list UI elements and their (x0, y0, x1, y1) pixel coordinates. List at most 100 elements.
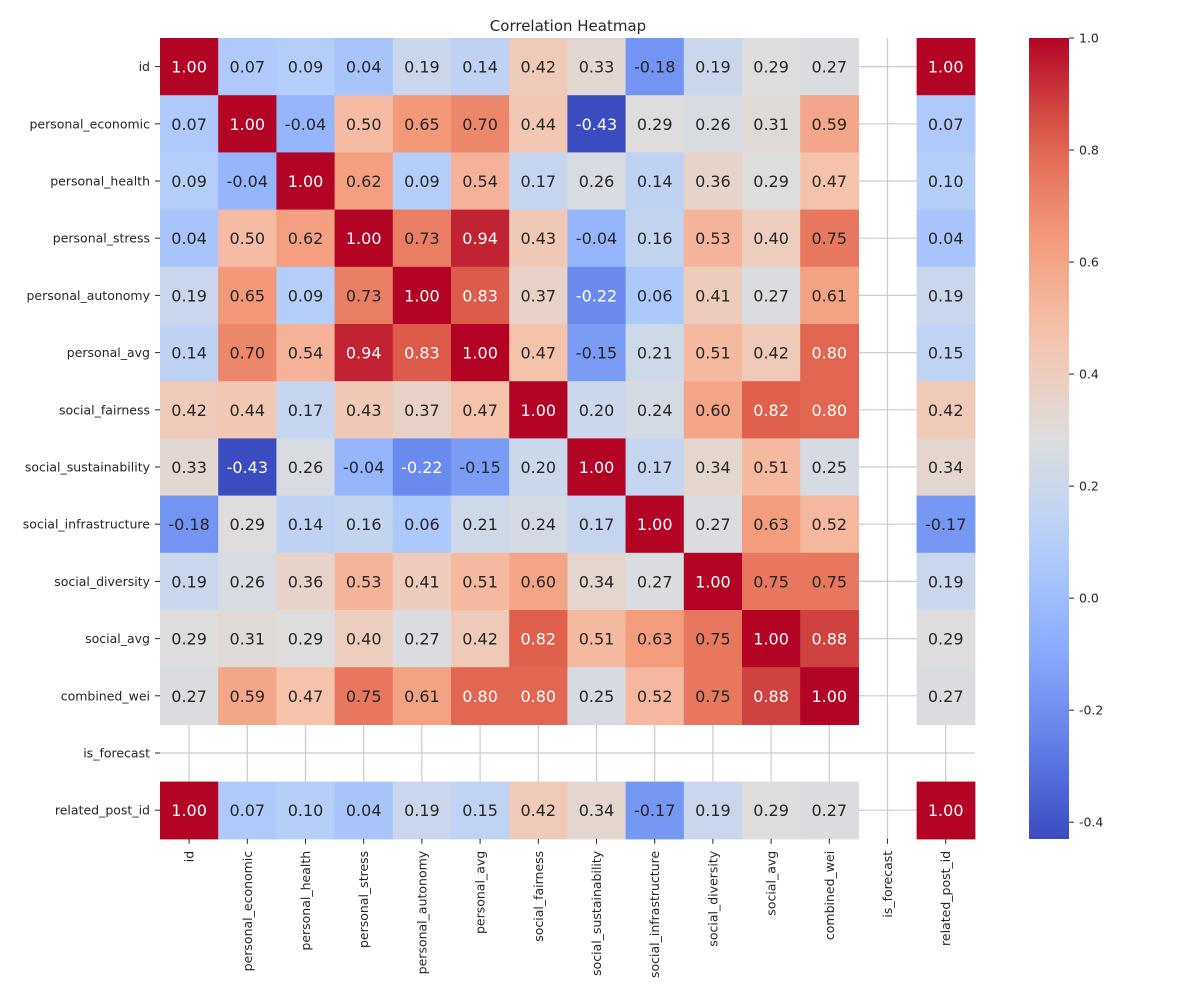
cell-value-label: 0.17 (637, 458, 673, 477)
cell-value-label: 1.00 (695, 572, 731, 591)
cell-value-label: 0.14 (288, 515, 324, 534)
cell-value-label: 0.70 (462, 115, 498, 134)
cell-value-label: 0.59 (811, 115, 847, 134)
cell-value-label: -0.04 (227, 172, 268, 191)
heatmap-cell (742, 209, 801, 268)
heatmap-cell (683, 324, 743, 382)
colorbar-tick-label: -0.2 (1079, 703, 1103, 718)
cell-value-label: 0.51 (695, 344, 731, 363)
cell-value-label: 0.27 (637, 572, 673, 591)
heatmap-cell (276, 324, 336, 382)
cell-value-label: 0.15 (462, 801, 498, 820)
cell-value-label: 0.06 (404, 515, 440, 534)
heatmap-cell (509, 324, 568, 382)
heatmap-cell (218, 38, 277, 96)
x-axis-labels: id personal_economic personal_health person… (182, 838, 953, 978)
heatmap-cell (509, 667, 568, 725)
heatmap-cell (160, 209, 219, 268)
heatmap-cell (625, 95, 685, 153)
heatmap-cell (334, 381, 394, 439)
cell-value-label: 0.61 (404, 687, 440, 706)
cell-value-label: 1.00 (811, 687, 847, 706)
heatmap-cell (509, 495, 568, 554)
x-tick-label: combined_wei (822, 851, 837, 940)
cell-value-label: 0.80 (520, 687, 556, 706)
heatmap-cell (392, 610, 452, 668)
heatmap-cell (916, 381, 976, 439)
cell-value-label: 0.41 (404, 572, 440, 591)
cell-value-label: 0.04 (928, 229, 964, 248)
heatmap-cell (509, 152, 568, 211)
cell-value-label: 1.00 (229, 115, 265, 134)
heatmap-cell (625, 266, 685, 325)
cell-value-label: 0.62 (346, 172, 382, 191)
cell-value-label: 0.26 (229, 572, 265, 591)
cell-value-label: -0.43 (227, 458, 268, 477)
cell-value-label: 0.14 (462, 58, 498, 77)
cell-value-label: 0.31 (753, 115, 789, 134)
heatmap-cell (683, 381, 743, 439)
cell-value-label: 0.21 (462, 515, 498, 534)
cell-value-label: 0.17 (520, 172, 556, 191)
heatmap-cell (683, 667, 743, 725)
colorbar-tick-label: 0.4 (1079, 367, 1099, 382)
cell-value-label: -0.17 (634, 801, 675, 820)
cell-value-label: 0.37 (404, 401, 440, 420)
cell-value-label: 0.80 (462, 687, 498, 706)
cell-value-label: 1.00 (637, 515, 673, 534)
y-tick-label: related_post_id (55, 803, 150, 818)
cell-value-label: 0.34 (695, 458, 731, 477)
cell-value-label: 0.53 (346, 572, 382, 591)
heatmap-cell (625, 209, 685, 268)
heatmap-cell (334, 667, 394, 725)
heatmap-cell (218, 152, 277, 211)
heatmap-cell (742, 38, 801, 96)
heatmap-cell (800, 781, 859, 840)
cell-value-label: 0.73 (346, 286, 382, 305)
heatmap-cell (683, 266, 743, 325)
heatmap-cell (567, 266, 627, 325)
cell-value-label: 0.26 (695, 115, 731, 134)
y-tick-label: combined_wei (61, 688, 150, 703)
cell-value-label: 0.59 (229, 687, 265, 706)
cell-value-label: 0.34 (579, 801, 615, 820)
cell-value-label: 0.63 (753, 515, 789, 534)
heatmap-cell (276, 38, 336, 96)
cell-value-label: 0.83 (462, 286, 498, 305)
heatmap-cell (160, 667, 219, 725)
cell-value-label: 0.75 (811, 229, 847, 248)
cell-value-label: 0.42 (462, 630, 498, 649)
x-tick-label: social_diversity (705, 850, 720, 946)
heatmap-cell (392, 667, 452, 725)
y-tick-label: personal_economic (29, 116, 150, 131)
heatmap-cell (683, 95, 743, 153)
x-tick-label: social_infrastructure (647, 850, 662, 978)
heatmap-cell (916, 324, 976, 382)
heatmap-cell (218, 438, 277, 497)
cell-value-label: 0.17 (579, 515, 615, 534)
heatmap-cell (218, 266, 277, 325)
cell-value-label: 1.00 (288, 172, 324, 191)
heatmap-cell (567, 152, 627, 211)
heatmap-cell (742, 781, 801, 840)
heatmap-cell (392, 495, 452, 554)
cell-value-label: 0.80 (811, 401, 847, 420)
heatmap-cell (276, 438, 336, 497)
colorbar: 1.0 0.8 0.6 0.4 0.2 0.0 -0.2 -0.4 (1029, 31, 1103, 839)
colorbar-tick-label: -0.4 (1079, 815, 1103, 830)
heatmap-cell (916, 95, 976, 153)
heatmap-cell (742, 95, 801, 153)
heatmap-cell (276, 552, 336, 611)
heatmap-cell (451, 95, 510, 153)
cell-value-label: 0.52 (637, 687, 673, 706)
cell-value-label: 0.27 (404, 630, 440, 649)
heatmap-cell (276, 152, 336, 211)
cell-value-label: 0.73 (404, 229, 440, 248)
colorbar-tick-label: 0.2 (1079, 479, 1099, 494)
heatmap-cell (567, 38, 627, 96)
cell-value-label: 0.47 (288, 687, 324, 706)
cell-value-label: 0.10 (928, 172, 964, 191)
cell-value-label: 0.17 (288, 401, 324, 420)
heatmap-cell (567, 495, 627, 554)
